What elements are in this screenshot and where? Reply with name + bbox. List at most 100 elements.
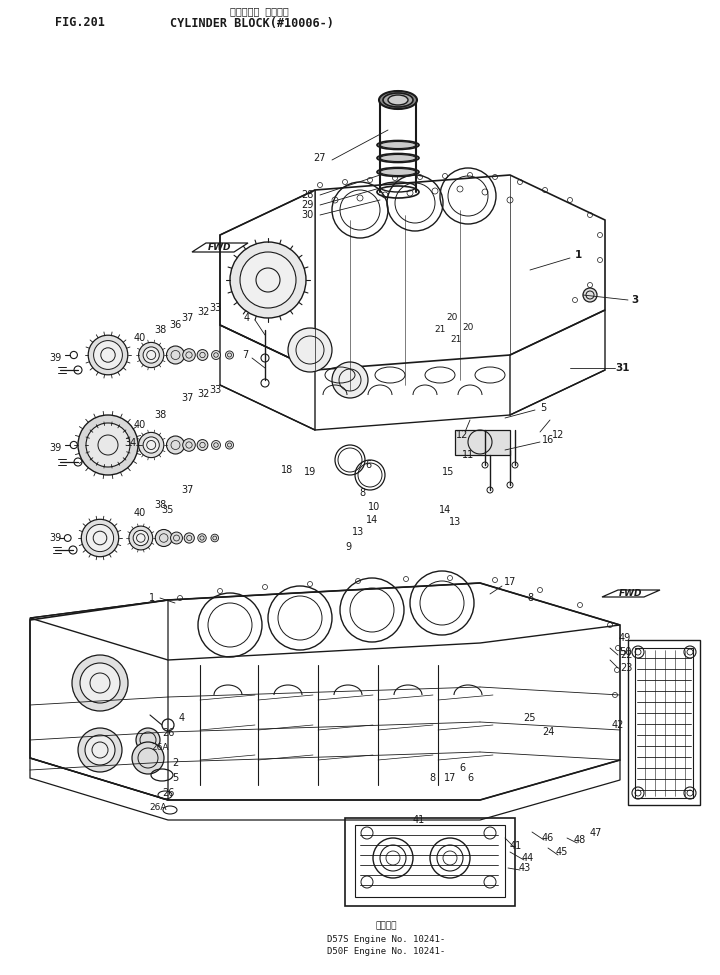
- Text: 22: 22: [620, 650, 632, 660]
- Text: 4: 4: [179, 713, 185, 723]
- Text: 21: 21: [450, 335, 462, 344]
- Bar: [635, 648, 693, 798]
- Text: D57S Engine No. 10241-: D57S Engine No. 10241-: [327, 935, 445, 945]
- Text: 41: 41: [413, 815, 425, 825]
- Text: 17: 17: [444, 773, 456, 783]
- Circle shape: [78, 415, 138, 475]
- Text: 13: 13: [449, 517, 461, 527]
- Circle shape: [138, 432, 163, 457]
- Text: シリンタ゚ ブロック: シリンタ゚ ブロック: [230, 6, 289, 16]
- Circle shape: [225, 441, 233, 449]
- Text: 26A: 26A: [151, 744, 168, 753]
- Text: 15: 15: [442, 467, 454, 477]
- Text: 12: 12: [456, 430, 468, 440]
- Text: 44: 44: [522, 853, 534, 863]
- Text: 10: 10: [368, 502, 380, 512]
- Text: 29: 29: [302, 200, 314, 210]
- Polygon shape: [455, 430, 510, 455]
- Circle shape: [240, 252, 296, 308]
- Text: 8: 8: [527, 593, 533, 603]
- Text: 28: 28: [302, 190, 314, 200]
- Text: 26: 26: [162, 788, 174, 798]
- Text: 37: 37: [182, 313, 194, 323]
- Text: 26A: 26A: [149, 803, 167, 812]
- Text: 34: 34: [124, 438, 136, 448]
- Text: 20: 20: [462, 324, 474, 332]
- Ellipse shape: [380, 141, 416, 148]
- Text: 35: 35: [162, 505, 174, 515]
- Text: 38: 38: [154, 410, 166, 420]
- Text: 47: 47: [590, 828, 602, 838]
- Circle shape: [143, 437, 159, 453]
- Text: 3: 3: [631, 295, 639, 305]
- Text: 2: 2: [172, 758, 178, 768]
- Circle shape: [138, 342, 163, 368]
- Circle shape: [72, 655, 128, 711]
- Circle shape: [166, 436, 184, 454]
- Text: 39: 39: [49, 443, 61, 453]
- Text: 38: 38: [154, 325, 166, 335]
- Circle shape: [332, 362, 368, 398]
- Text: 8: 8: [429, 773, 435, 783]
- Ellipse shape: [377, 168, 419, 176]
- Text: 19: 19: [304, 467, 316, 477]
- Text: 16: 16: [542, 435, 554, 445]
- Text: 25: 25: [523, 713, 536, 723]
- Circle shape: [156, 529, 172, 547]
- Text: 39: 39: [49, 353, 61, 363]
- Circle shape: [225, 351, 233, 359]
- Text: 33: 33: [209, 303, 221, 313]
- Circle shape: [230, 242, 306, 318]
- Text: 6: 6: [459, 763, 465, 773]
- Circle shape: [583, 288, 597, 302]
- Text: 32: 32: [197, 389, 210, 399]
- Bar: [345, 818, 515, 906]
- Text: 5: 5: [172, 773, 178, 783]
- Circle shape: [129, 526, 153, 550]
- Ellipse shape: [388, 95, 408, 105]
- Text: 43: 43: [519, 863, 531, 873]
- Text: FWD: FWD: [619, 590, 643, 599]
- Text: 適用車種: 適用車種: [375, 921, 397, 930]
- Text: 31: 31: [616, 363, 630, 373]
- Circle shape: [184, 533, 194, 543]
- Circle shape: [133, 530, 148, 546]
- Circle shape: [198, 533, 206, 542]
- Text: 12: 12: [552, 430, 564, 440]
- Circle shape: [183, 349, 195, 362]
- Circle shape: [288, 328, 332, 372]
- Bar: [628, 640, 700, 805]
- Circle shape: [78, 728, 122, 772]
- Circle shape: [86, 525, 114, 552]
- Text: 40: 40: [134, 420, 146, 430]
- Text: 4: 4: [244, 313, 250, 323]
- Circle shape: [143, 347, 159, 363]
- Text: 6: 6: [467, 773, 473, 783]
- Text: 30: 30: [302, 210, 314, 220]
- Circle shape: [212, 441, 220, 449]
- Text: 45: 45: [556, 847, 568, 857]
- Text: 1: 1: [575, 250, 582, 260]
- Text: 36: 36: [169, 320, 181, 330]
- Text: D50F Engine No. 10241-: D50F Engine No. 10241-: [327, 948, 445, 956]
- Text: 13: 13: [352, 527, 364, 537]
- Circle shape: [212, 350, 220, 360]
- Text: 1: 1: [149, 593, 155, 603]
- Text: 9: 9: [345, 542, 351, 552]
- Text: 50: 50: [618, 647, 631, 657]
- Bar: [355, 825, 505, 897]
- Text: 24: 24: [542, 727, 554, 737]
- Circle shape: [197, 350, 208, 361]
- Text: 37: 37: [182, 485, 194, 495]
- Text: 27: 27: [313, 153, 326, 163]
- Text: 20: 20: [446, 314, 458, 323]
- Circle shape: [132, 742, 164, 774]
- Text: 7: 7: [242, 350, 248, 360]
- Ellipse shape: [377, 140, 419, 149]
- Text: 46: 46: [542, 833, 554, 843]
- Circle shape: [136, 728, 160, 752]
- Text: 11: 11: [462, 450, 474, 460]
- Circle shape: [183, 439, 195, 451]
- Text: FIG.201: FIG.201: [55, 17, 105, 29]
- Text: 42: 42: [611, 720, 624, 730]
